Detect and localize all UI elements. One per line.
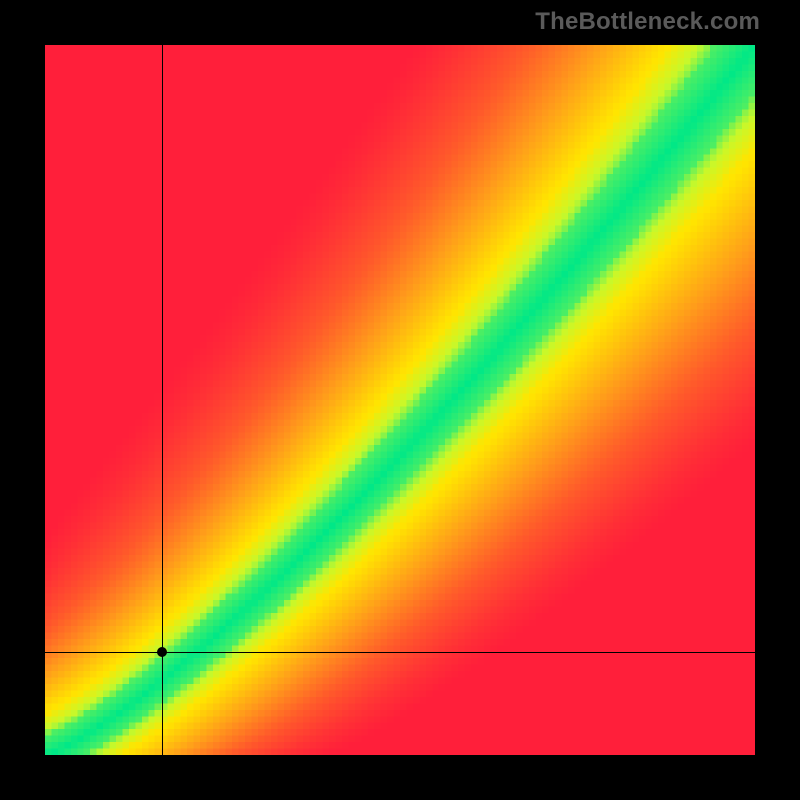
plot-area [45, 45, 755, 755]
chart-frame: TheBottleneck.com [0, 0, 800, 800]
watermark-text: TheBottleneck.com [535, 8, 760, 36]
bottleneck-heatmap [45, 45, 755, 755]
